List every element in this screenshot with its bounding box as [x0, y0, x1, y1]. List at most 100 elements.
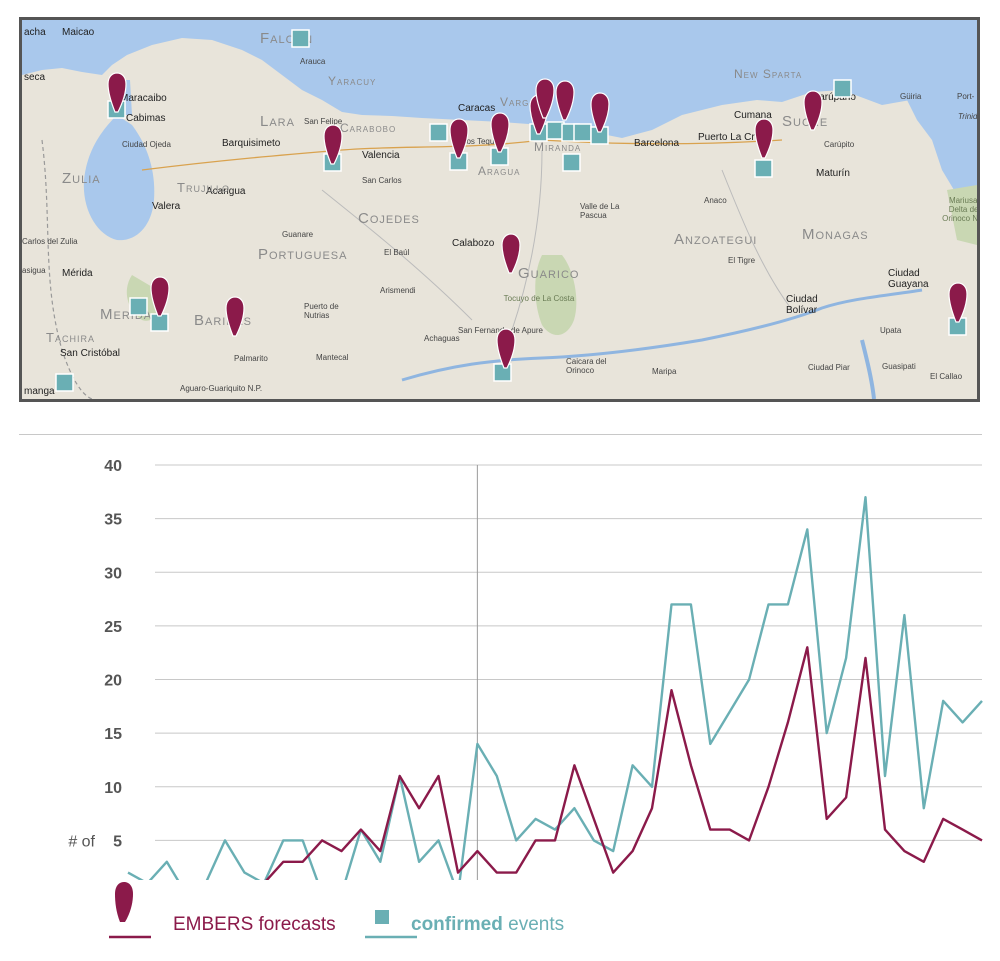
forecast-legend-symbol	[109, 882, 151, 939]
confirmed-event-square-icon[interactable]	[833, 79, 853, 99]
map-city-label: Cumana	[734, 110, 772, 121]
forecast-pin-icon[interactable]	[223, 296, 247, 338]
map-city-label: asigua	[22, 266, 46, 275]
map-city-label: Anaco	[704, 196, 727, 205]
map-city-label: El Callao	[930, 372, 963, 381]
map-city-label: Carlos del Zulia	[22, 237, 78, 246]
map-city-label: Achaguas	[424, 334, 460, 343]
map-city-label: Valle de La Pascua	[580, 202, 620, 220]
map-region-label: Lara	[260, 113, 295, 130]
chart-legend: EMBERS forecasts confirmed events	[105, 880, 705, 950]
map-region-label: Zulia	[62, 170, 101, 187]
forecast-pin-icon[interactable]	[105, 72, 129, 114]
map-city-label: Port-	[957, 92, 975, 101]
forecast-pin-icon[interactable]	[946, 282, 970, 324]
forecast-pin-icon[interactable]	[488, 112, 512, 154]
map-city-label: Valera	[152, 201, 181, 212]
forecast-pin-icon[interactable]	[553, 80, 577, 122]
map-city-label: El Baúl	[384, 248, 410, 257]
map-city-label: Valencia	[362, 150, 400, 161]
map-region-label: Varg	[500, 95, 530, 109]
map-city-label: Calabozo	[452, 238, 495, 249]
protest-map[interactable]: acha Maicao seca Maracaibo Cabimas Ciuda…	[19, 17, 980, 402]
map-city-label: Maripa	[652, 367, 677, 376]
map-city-label: Guanare	[282, 230, 314, 239]
map-city-label: Trinid	[958, 112, 978, 121]
map-city-label: Maracaibo	[120, 93, 167, 104]
map-region-label: Cojedes	[358, 210, 420, 227]
map-city-label: seca	[24, 72, 46, 83]
map-city-label: Puerto La Cruz	[698, 132, 766, 143]
map-region-label: Portuguesa	[258, 246, 348, 263]
map-city-label: Puerto de Nutrias	[304, 302, 339, 320]
map-city-label: Los Teques	[462, 137, 503, 146]
map-city-label: Arauca	[300, 57, 326, 66]
map-park-label: Mariusa-Delta del Orinoco N.P.	[942, 196, 980, 223]
map-region-label: Monagas	[802, 226, 869, 243]
y-tick-label: 5	[113, 833, 122, 850]
confirmed-event-square-icon[interactable]	[562, 153, 582, 173]
y-tick-label: 30	[104, 565, 122, 582]
forecast-pin-icon[interactable]	[494, 328, 518, 370]
y-tick-label: 10	[104, 780, 122, 797]
map-city-label: Palmarito	[234, 354, 268, 363]
map-city-label: Mérida	[62, 268, 93, 279]
forecast-pin-icon[interactable]	[499, 233, 523, 275]
map-city-label: Acarigua	[206, 186, 246, 197]
forecast-pin-icon[interactable]	[148, 276, 172, 318]
map-city-label: Cabimas	[126, 113, 166, 124]
map-city-label: Caracas	[458, 103, 496, 114]
map-city-label: acha	[24, 27, 46, 38]
map-city-label: Caicara del Orinoco	[566, 357, 607, 375]
y-tick-label: 25	[104, 619, 122, 636]
map-city-label: Barquisimeto	[222, 138, 281, 149]
map-city-label: Guasipati	[882, 362, 916, 371]
confirmed-series-line	[127, 496, 983, 880]
y-tick-label: 15	[104, 726, 122, 743]
map-city-label: Carúpito	[824, 140, 855, 149]
map-city-label: San Felipe	[304, 117, 343, 126]
map-city-label: Aguaro-Guariquito N.P.	[180, 384, 263, 393]
confirmed-event-square-icon[interactable]	[754, 159, 774, 179]
forecast-pin-icon[interactable]	[533, 78, 557, 120]
map-city-label: Ciudad Ojeda	[122, 140, 171, 149]
map-region-label: Aragua	[478, 164, 521, 178]
map-city-label: Ciudad Bolívar	[786, 294, 818, 316]
map-city-label: Maturín	[816, 168, 850, 179]
forecast-pin-icon[interactable]	[447, 118, 471, 160]
map-region-label: Anzoategui	[674, 231, 758, 248]
confirmed-event-square-icon[interactable]	[129, 297, 149, 317]
forecast-pin-icon[interactable]	[321, 124, 345, 166]
map-city-label: Mantecal	[316, 353, 349, 362]
forecast-pin-icon[interactable]	[801, 90, 825, 132]
map-region-label: Carabobo	[340, 121, 397, 135]
map-city-label: El Tigre	[728, 256, 756, 265]
forecast-pin-icon	[115, 882, 133, 922]
map-city-label: Ciudad Guayana	[888, 268, 929, 290]
map-region-label: Miranda	[534, 140, 582, 154]
legend-forecast-label: EMBERS forecasts	[173, 914, 336, 935]
confirmed-legend-symbol	[365, 910, 417, 939]
map-park-label: Tocuyo de La Costa	[503, 294, 575, 303]
map-city-label: Ciudad Piar	[808, 363, 850, 372]
confirmed-event-square-icon[interactable]	[291, 29, 311, 49]
confirmed-event-square-icon[interactable]	[55, 373, 75, 393]
y-tick-label: 40	[104, 458, 122, 475]
y-axis-label-line1: # of	[68, 833, 95, 850]
confirmed-square-icon	[375, 910, 389, 924]
forecast-series-line	[265, 646, 983, 880]
forecast-pin-icon[interactable]	[752, 118, 776, 160]
map-region-label: Yaracuy	[328, 74, 377, 88]
y-tick-label: 20	[104, 673, 122, 690]
map-region-label: Trujillo	[177, 180, 230, 195]
forecast-pin-icon[interactable]	[588, 92, 612, 134]
map-city-label: Güiria	[900, 92, 922, 101]
y-tick-label: 35	[104, 512, 122, 529]
confirmed-event-square-icon[interactable]	[429, 123, 449, 143]
section-divider	[19, 434, 982, 435]
map-city-label: Barcelona	[634, 138, 680, 149]
map-city-label: San Carlos	[362, 176, 402, 185]
map-region-label: Guarico	[518, 265, 580, 282]
map-region-label: New Sparta	[734, 67, 803, 81]
legend-confirmed-label: confirmed events	[411, 914, 565, 935]
